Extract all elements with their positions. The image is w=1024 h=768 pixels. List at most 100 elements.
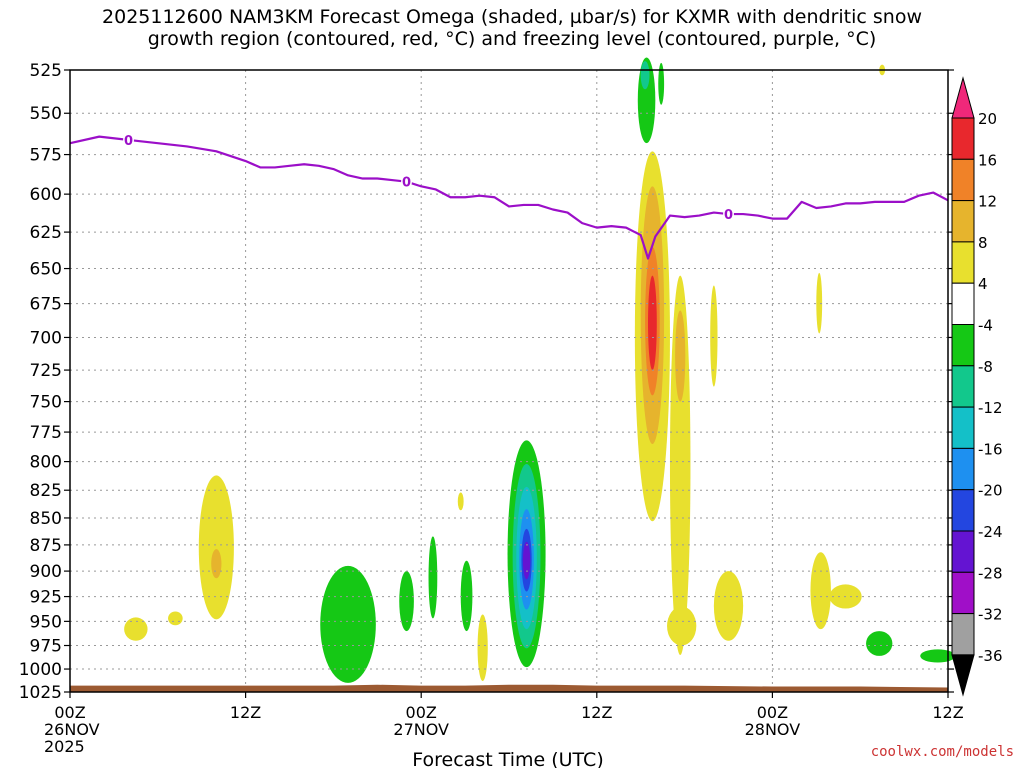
omega-cell [920,649,956,663]
colorbar-label: -36 [978,647,1003,665]
y-tick-label: 875 [30,536,62,556]
y-tick-label: 725 [30,361,62,381]
colorbar-swatch [951,406,975,449]
x-tick-label: 12Z [581,703,612,722]
x-tick-label: 00Z [757,703,788,722]
colorbar-swatch [951,571,975,615]
x-tick-label: 2025 [44,737,85,756]
x-tick-label: 27NOV [393,720,449,739]
x-tick-label: 26NOV [44,720,100,739]
y-tick-label: 1025 [19,683,62,703]
x-tick-label: 00Z [406,703,437,722]
omega-cell [124,617,148,641]
colorbar-swatch [951,117,975,160]
y-tick-label: 1000 [19,660,62,680]
colorbar-swatch [951,158,975,202]
y-tick-label: 900 [30,562,62,582]
omega-cell [198,475,234,620]
omega-cell [640,61,650,90]
colorbar-swatch [951,447,975,491]
y-tick-label: 675 [30,295,62,315]
colorbar-label: 8 [978,234,988,252]
omega-cell [477,614,488,682]
omega-cell [866,631,893,656]
colorbar-swatch [951,200,975,243]
omega-cell [675,310,686,402]
omega-cell [648,275,657,371]
colorbar: 20 16 12 8 4 -4 -8 -12 -16 -20 -24 -28 -32 -36 [951,76,1003,697]
y-tick-label: 650 [30,260,62,280]
omega-cell [816,272,823,334]
y-tick-label: 775 [30,423,62,443]
colorbar-label: 12 [978,193,997,211]
colorbar-label: -12 [978,399,1003,417]
omega-cell [460,560,473,632]
colorbar-swatch [951,489,975,532]
omega-cell [428,536,438,619]
terrain-layer [70,684,948,692]
title-line-2: growth region (contoured, red, °C) and f… [147,28,877,50]
chart-title: 2025112600 NAM3KM Forecast Omega (shaded… [0,6,1024,50]
y-tick-label: 525 [30,61,62,81]
plot-frame [69,69,949,693]
freezing-level-label: 0 [402,176,411,191]
colorbar-label: -8 [978,358,993,376]
y-tick-label: 625 [30,223,62,243]
freezing-level-layer: 0 0 0 [69,132,949,260]
freezing-level-line [69,135,949,260]
y-tick-label: 800 [30,453,62,473]
x-tick-label: 00Z [54,703,85,722]
freezing-level-label: 0 [724,208,733,223]
colorbar-swatch [951,613,975,656]
colorbar-swatch [951,76,975,119]
y-tick-label: 700 [30,328,62,348]
colorbar-swatch [951,365,975,408]
colorbar-swatch [951,282,975,326]
y-tick-label: 750 [30,393,62,413]
omega-cell [522,541,531,580]
colorbar-label: -4 [978,317,993,335]
omega-cell [667,606,697,646]
y-tick-label: 600 [30,185,62,205]
omega-cell [669,275,691,655]
y-tick-label: 575 [30,146,62,166]
source-credit: coolwx.com/models [870,744,1014,760]
colorbar-swatch [951,654,975,697]
terrain-surface [70,684,948,692]
omega-cell [713,571,744,641]
title-line-1: 2025112600 NAM3KM Forecast Omega (shaded… [102,6,922,28]
y-tick-label: 850 [30,509,62,529]
colorbar-label: 4 [978,275,988,293]
omega-cell [810,552,831,630]
y-tick-label: 925 [30,588,62,608]
colorbar-label: 20 [978,110,997,128]
omega-cell [320,565,376,683]
omega-cell [457,492,464,511]
y-tick-label: 975 [30,637,62,657]
colorbar-label: 16 [978,151,997,169]
y-tick-label: 550 [30,104,62,124]
x-tick-label: 12Z [932,703,963,722]
freezing-level-label: 0 [124,134,133,149]
omega-cell [658,62,665,105]
x-tick-label: 28NOV [745,720,801,739]
colorbar-label: -20 [978,482,1003,500]
colorbar-label: -24 [978,523,1003,541]
grid-layer [70,70,948,692]
x-tick-label: 12Z [230,703,261,722]
colorbar-swatch [951,241,975,284]
omega-cell [211,549,222,579]
omega-cell [710,285,718,387]
omega-shading-layer [124,57,956,683]
omega-cell [168,611,183,626]
colorbar-swatch [951,324,975,367]
y-tick-label: 950 [30,612,62,632]
colorbar-label: -28 [978,564,1003,582]
colorbar-swatch [951,530,975,573]
omega-cell [399,571,414,632]
y-tick-label: 825 [30,481,62,501]
colorbar-label: -16 [978,440,1003,458]
x-axis-title: Forecast Time (UTC) [412,749,603,768]
